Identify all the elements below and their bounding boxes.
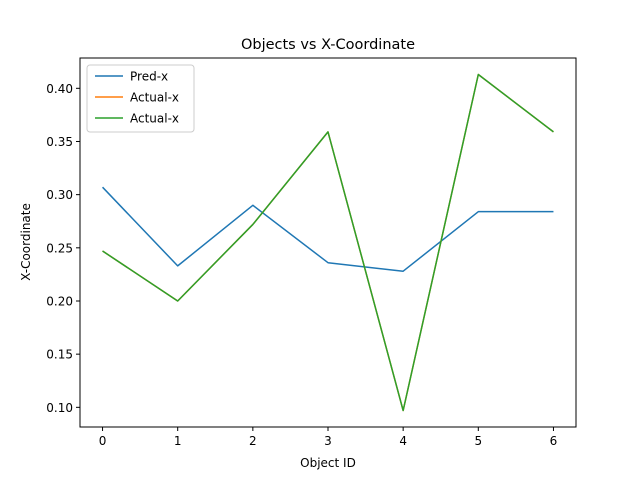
y-tick-label: 0.30 <box>46 188 73 202</box>
y-tick-label: 0.40 <box>46 82 73 96</box>
series-line-actual-x-2 <box>102 73 554 412</box>
chart-title: Objects vs X-Coordinate <box>241 37 415 53</box>
x-tick-label: 2 <box>249 434 257 448</box>
y-axis-label: X-Coordinate <box>19 203 33 281</box>
x-tick-label: 5 <box>474 434 482 448</box>
axis-ticks: 0 1 2 3 4 5 6 0.10 0.15 0.20 0.25 0.30 0.35 0.40 <box>46 82 557 448</box>
x-axis-label: Object ID <box>300 456 356 470</box>
plot-area <box>102 73 554 412</box>
x-tick-label: 1 <box>174 434 182 448</box>
legend-label: Pred-x <box>130 70 168 84</box>
legend-label: Actual-x <box>130 91 179 105</box>
y-tick-label: 0.20 <box>46 294 73 308</box>
x-tick-label: 4 <box>399 434 407 448</box>
y-tick-label: 0.15 <box>46 348 73 362</box>
axes-frame <box>79 57 577 428</box>
legend-box <box>86 64 195 133</box>
y-tick-label: 0.35 <box>46 135 73 149</box>
x-tick-label: 6 <box>550 434 558 448</box>
legend-label: Actual-x <box>130 112 179 126</box>
series-line-pred-x-0 <box>102 186 554 272</box>
y-tick-label: 0.10 <box>46 401 73 415</box>
x-tick-label: 0 <box>99 434 107 448</box>
legend: Pred-x Actual-x Actual-x <box>86 64 195 133</box>
y-tick-label: 0.25 <box>46 241 73 255</box>
x-tick-label: 3 <box>324 434 332 448</box>
